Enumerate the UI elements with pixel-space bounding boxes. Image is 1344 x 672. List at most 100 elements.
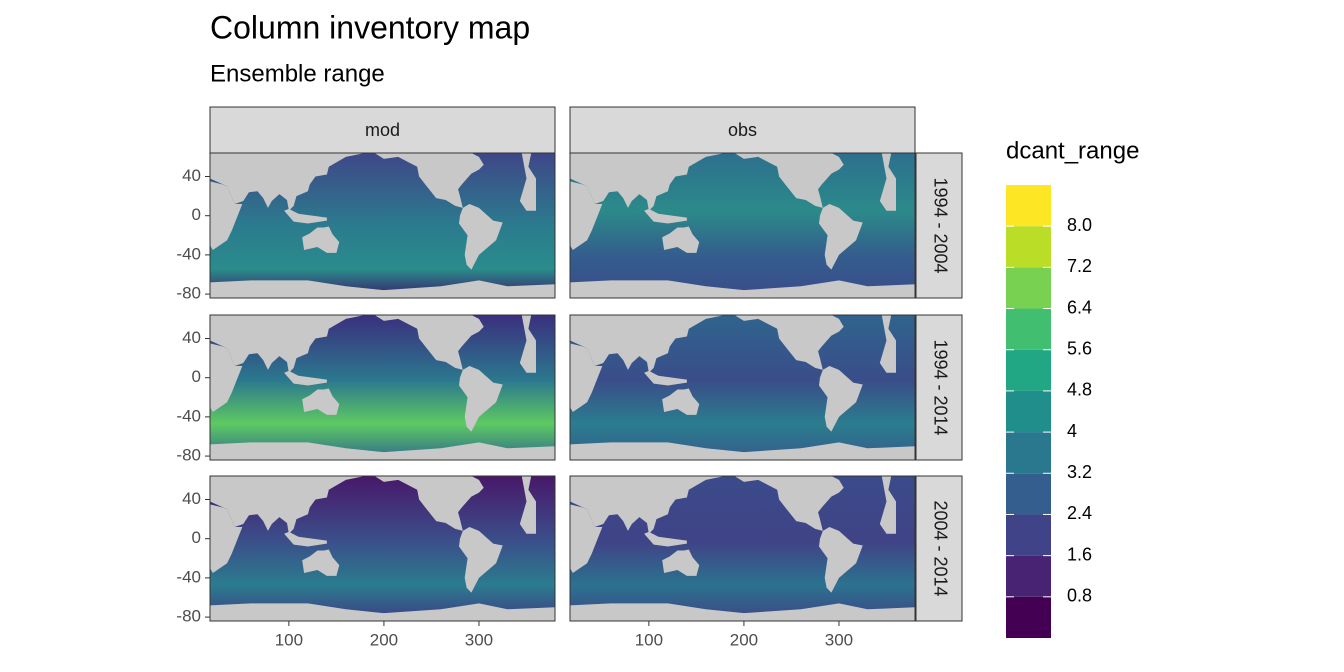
- land-group: [570, 476, 915, 621]
- facet-row-label: 1994 - 2004: [930, 177, 950, 273]
- land: [210, 181, 243, 250]
- facet-strip: [915, 152, 963, 299]
- land-group: [210, 315, 555, 460]
- legend-label: 4: [1067, 421, 1077, 441]
- legend-band: [1006, 349, 1051, 391]
- land: [459, 526, 503, 593]
- land: [210, 476, 365, 534]
- y-tick-label: -80: [176, 284, 201, 303]
- y-tick-label: -40: [176, 567, 201, 586]
- legend-band: [1006, 267, 1051, 309]
- legend-label: 1.6: [1067, 544, 1092, 564]
- legend-band: [1006, 308, 1051, 350]
- land: [570, 181, 603, 250]
- y-tick-label: -80: [176, 607, 201, 626]
- land-group: [570, 153, 915, 298]
- land: [644, 208, 687, 224]
- x-tick-label: 300: [825, 630, 853, 649]
- land: [570, 153, 725, 211]
- x-tick-label: 100: [635, 630, 663, 649]
- land: [662, 388, 700, 415]
- panel-border: [209, 314, 556, 461]
- legend-label: 0.8: [1067, 586, 1092, 606]
- legend-label: 4.8: [1067, 380, 1092, 400]
- legend-band: [1006, 185, 1051, 227]
- land: [519, 153, 536, 211]
- land: [210, 153, 365, 211]
- legend-label: 5.6: [1067, 338, 1092, 358]
- y-tick-label: 40: [182, 328, 201, 347]
- facet-column-label: mod: [365, 120, 400, 140]
- land: [819, 526, 863, 593]
- facet-strip: [915, 314, 963, 461]
- land: [570, 442, 915, 460]
- land: [734, 476, 844, 531]
- land-group: [570, 315, 915, 460]
- legend-title: dcant_range: [1006, 137, 1139, 164]
- legend-label: 7.2: [1067, 256, 1092, 276]
- land-group: [210, 153, 555, 298]
- land: [374, 153, 484, 208]
- land: [570, 315, 725, 373]
- panel-border: [569, 475, 916, 622]
- legend-band: [1006, 555, 1051, 597]
- facet-strip: [915, 475, 963, 622]
- land: [519, 476, 536, 534]
- legend-label: 6.4: [1067, 297, 1092, 317]
- land: [210, 603, 555, 621]
- x-tick-label: 200: [370, 630, 398, 649]
- land: [374, 476, 484, 531]
- land: [819, 203, 863, 270]
- y-tick-label: -40: [176, 244, 201, 263]
- x-tick-label: 200: [730, 630, 758, 649]
- land: [570, 343, 603, 412]
- y-tick-label: -80: [176, 446, 201, 465]
- legend-label: 3.2: [1067, 462, 1092, 482]
- legend-band: [1006, 596, 1051, 638]
- land: [210, 442, 555, 460]
- land: [210, 343, 243, 412]
- panel-border: [209, 475, 556, 622]
- land: [302, 226, 340, 253]
- legend-band: [1006, 473, 1051, 515]
- legend-band: [1006, 432, 1051, 474]
- land: [302, 549, 340, 576]
- legend-label: 2.4: [1067, 503, 1092, 523]
- land: [734, 315, 844, 370]
- x-tick-label: 100: [275, 630, 303, 649]
- land: [374, 315, 484, 370]
- land: [519, 315, 536, 373]
- facet-strip: [209, 106, 556, 154]
- y-tick-label: 40: [182, 166, 201, 185]
- x-tick-label: 300: [465, 630, 493, 649]
- facet-row-label: 1994 - 2014: [930, 339, 950, 435]
- land: [210, 315, 365, 373]
- legend-band: [1006, 514, 1051, 556]
- land: [302, 388, 340, 415]
- land: [459, 365, 503, 432]
- land: [284, 208, 327, 224]
- land: [662, 226, 700, 253]
- land: [284, 531, 327, 547]
- land: [644, 531, 687, 547]
- y-tick-label: 0: [192, 528, 201, 547]
- land: [570, 504, 603, 573]
- land: [734, 153, 844, 208]
- y-tick-label: 40: [182, 489, 201, 508]
- y-tick-label: 0: [192, 205, 201, 224]
- legend-band: [1006, 226, 1051, 268]
- land: [570, 476, 725, 534]
- legend-label: 8.0: [1067, 215, 1092, 235]
- land: [210, 280, 555, 298]
- land: [879, 153, 896, 211]
- land: [662, 549, 700, 576]
- land: [459, 203, 503, 270]
- legend-band: [1006, 390, 1051, 433]
- land: [570, 280, 915, 298]
- facet-column-label: obs: [728, 120, 757, 140]
- panel-border: [569, 314, 916, 461]
- land: [879, 476, 896, 534]
- facet-row-label: 2004 - 2014: [930, 500, 950, 596]
- land-group: [210, 476, 555, 621]
